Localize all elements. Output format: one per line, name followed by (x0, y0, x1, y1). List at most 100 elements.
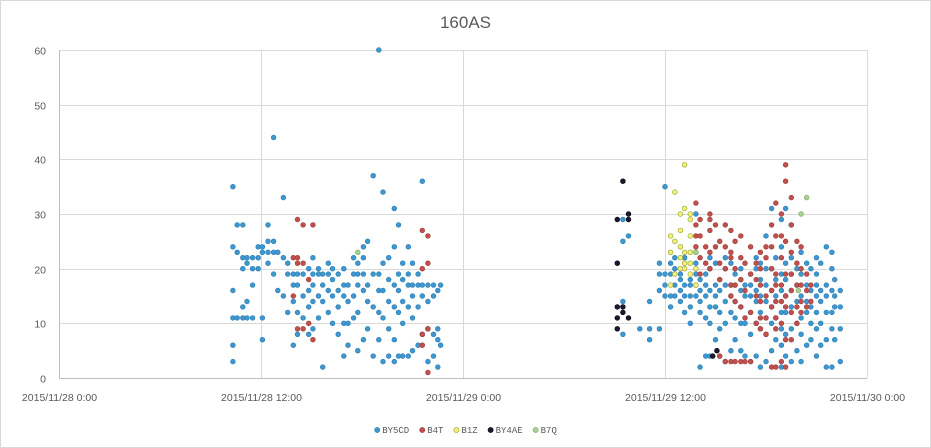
point-B4T (707, 227, 713, 234)
point-BY5CD (386, 276, 392, 283)
point-BY5CD (677, 287, 684, 294)
point-BY5CD (732, 337, 738, 343)
point-BY5CD (687, 320, 693, 326)
point-B7Q (803, 194, 810, 201)
legend-item-B1Z: B1Z (453, 426, 478, 436)
point-BY4AE (620, 309, 626, 316)
point-B1Z (687, 211, 693, 217)
point-BY5CD (803, 342, 810, 348)
point-BY5CD (656, 287, 663, 294)
legend-marker (374, 427, 381, 433)
point-BY5CD (813, 309, 820, 316)
point-BY5CD (294, 309, 301, 316)
point-BY5CD (234, 249, 240, 256)
point-B4T (306, 276, 312, 283)
point-B4T (782, 364, 789, 370)
point-BY5CD (798, 315, 804, 321)
point-BY5CD (370, 173, 376, 179)
point-B4T (768, 266, 775, 272)
point-BY5CD (320, 282, 326, 288)
point-BY5CD (325, 309, 331, 316)
point-BY5CD (656, 260, 663, 266)
point-B4T (697, 255, 703, 261)
point-B4T (294, 255, 301, 261)
point-BY5CD (419, 178, 425, 184)
point-BY5CD (360, 337, 367, 343)
point-B1Z (672, 189, 678, 195)
y-tick-label: 40 (34, 155, 46, 167)
point-B4T (310, 337, 316, 343)
point-B4T (808, 298, 814, 305)
point-BY5CD (742, 353, 748, 359)
point-BY5CD (244, 315, 250, 321)
point-B4T (702, 244, 709, 250)
point-B4T (788, 194, 794, 201)
point-B4T (757, 266, 764, 272)
point-B4T (300, 260, 306, 266)
point-BY5CD (400, 298, 406, 305)
point-B1Z (677, 211, 684, 217)
point-BY5CD (376, 337, 382, 343)
point-B4T (782, 238, 789, 245)
series-B7Q (355, 194, 810, 294)
point-BY5CD (290, 342, 296, 348)
point-BY5CD (355, 260, 361, 266)
point-B4T (693, 200, 699, 206)
point-B7Q (795, 287, 801, 294)
x-tick-label: 2015/11/28 0:00 (22, 392, 97, 404)
series-B4T (290, 162, 814, 376)
point-BY5CD (697, 298, 703, 305)
point-BY5CD (230, 184, 236, 190)
point-BY5CD (329, 320, 336, 326)
point-BY5CD (435, 337, 441, 343)
point-BY5CD (829, 287, 835, 294)
point-BY5CD (798, 331, 804, 337)
point-BY5CD (370, 304, 376, 310)
point-BY5CD (778, 342, 785, 348)
point-BY5CD (803, 260, 810, 266)
point-BY5CD (778, 244, 785, 250)
point-BY5CD (306, 287, 312, 294)
point-BY5CD (249, 255, 256, 261)
point-BY5CD (778, 326, 785, 332)
point-BY5CD (813, 282, 820, 288)
point-BY5CD (355, 282, 361, 288)
point-BY5CD (395, 287, 402, 294)
point-BY5CD (702, 282, 709, 288)
point-B4T (310, 222, 316, 228)
point-B4T (773, 200, 779, 206)
point-BY5CD (364, 298, 371, 305)
point-BY5CD (693, 293, 699, 299)
point-BY5CD (310, 282, 316, 288)
point-BY5CD (742, 282, 748, 288)
point-BY5CD (249, 282, 256, 288)
point-BY5CD (325, 260, 331, 266)
point-B4T (757, 249, 764, 256)
point-B1Z (672, 271, 678, 277)
series-BY4AE (614, 178, 720, 359)
point-BY5CD (677, 298, 684, 305)
point-BY5CD (265, 222, 271, 228)
point-BY5CD (707, 255, 713, 261)
point-BY5CD (837, 326, 843, 332)
legend-item-B7Q: B7Q (532, 426, 557, 436)
point-BY5CD (230, 244, 236, 250)
point-BY5CD (391, 358, 397, 365)
point-BY5CD (620, 216, 626, 223)
point-BY5CD (753, 255, 759, 261)
point-BY5CD (620, 298, 626, 305)
point-BY5CD (681, 309, 688, 316)
point-BY5CD (259, 337, 266, 343)
point-B4T (768, 222, 775, 228)
point-B4T (778, 320, 785, 326)
point-B1Z (681, 266, 688, 272)
point-BY5CD (656, 326, 663, 332)
point-BY5CD (829, 326, 835, 332)
point-BY5CD (405, 304, 411, 310)
point-BY5CD (395, 309, 402, 316)
point-B1Z (687, 216, 693, 223)
point-BY5CD (275, 287, 281, 294)
point-BY5CD (240, 304, 246, 310)
point-BY5CD (244, 260, 250, 266)
point-BY5CD (620, 238, 626, 245)
